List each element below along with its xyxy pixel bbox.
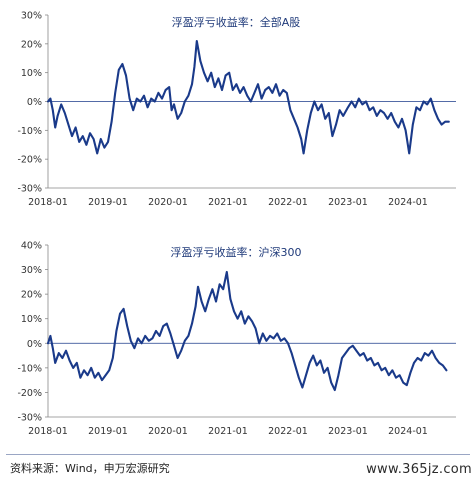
x-tick-label: 2022-01 <box>268 197 308 208</box>
y-tick-label: 10% <box>21 314 42 325</box>
series-line <box>46 39 450 155</box>
chart-all-a-shares-svg: 30% 20% 10% 0% -10% -20% -30% 2018-01 2019-01 202… <box>17 11 456 208</box>
x-tick-label: 2019-01 <box>88 197 128 208</box>
y-tick-label: 40% <box>21 241 42 252</box>
x-tick-label: 2018-01 <box>28 197 68 208</box>
y-tick-label: 0% <box>27 339 42 350</box>
source-note: 资料来源：Wind，申万宏源研究 <box>10 462 170 475</box>
x-tick-label: 2020-01 <box>148 426 188 437</box>
y-tick-label: -30% <box>17 184 42 195</box>
chart-title: 浮盈浮亏收益率：全部A股 <box>172 15 301 29</box>
y-tick-label: -10% <box>17 363 42 374</box>
y-tick-label: -30% <box>17 413 42 424</box>
x-tick-label: 2021-01 <box>208 426 248 437</box>
y-tick-label: -20% <box>17 388 42 399</box>
x-tick-label: 2024-01 <box>388 197 428 208</box>
y-tick-label: 0% <box>27 97 42 108</box>
chart-title: 浮盈浮亏收益率：沪深300 <box>171 245 302 259</box>
x-tick-label: 2021-01 <box>208 197 248 208</box>
y-tick-label: 30% <box>21 265 42 276</box>
y-tick-label: 20% <box>21 290 42 301</box>
x-tick-label: 2023-01 <box>328 426 368 437</box>
x-tick-label: 2023-01 <box>328 197 368 208</box>
chart-csi300: 40% 30% 20% 10% 0% -10% -20% -30% 2018-01 2019-01… <box>0 236 476 450</box>
y-tick-label: 30% <box>21 11 42 22</box>
footer: 资料来源：Wind，申万宏源研究 www.365jz.com <box>0 452 476 486</box>
x-tick-label: 2019-01 <box>88 426 128 437</box>
chart-csi300-svg: 40% 30% 20% 10% 0% -10% -20% -30% 2018-01 2019-01… <box>17 241 456 437</box>
y-tick-label: 10% <box>21 68 42 79</box>
y-tick-label: -20% <box>17 155 42 166</box>
watermark: www.365jz.com <box>366 462 472 477</box>
x-tick-label: 2024-01 <box>388 426 428 437</box>
series-line <box>46 270 448 392</box>
y-tick-label: -10% <box>17 126 42 137</box>
chart-all-a-shares: 30% 20% 10% 0% -10% -20% -30% 2018-01 2019-01 202… <box>0 0 476 222</box>
x-tick-label: 2018-01 <box>28 426 68 437</box>
x-tick-label: 2020-01 <box>148 197 188 208</box>
y-tick-label: 20% <box>21 39 42 50</box>
x-tick-label: 2022-01 <box>268 426 308 437</box>
footer-divider <box>6 454 470 455</box>
